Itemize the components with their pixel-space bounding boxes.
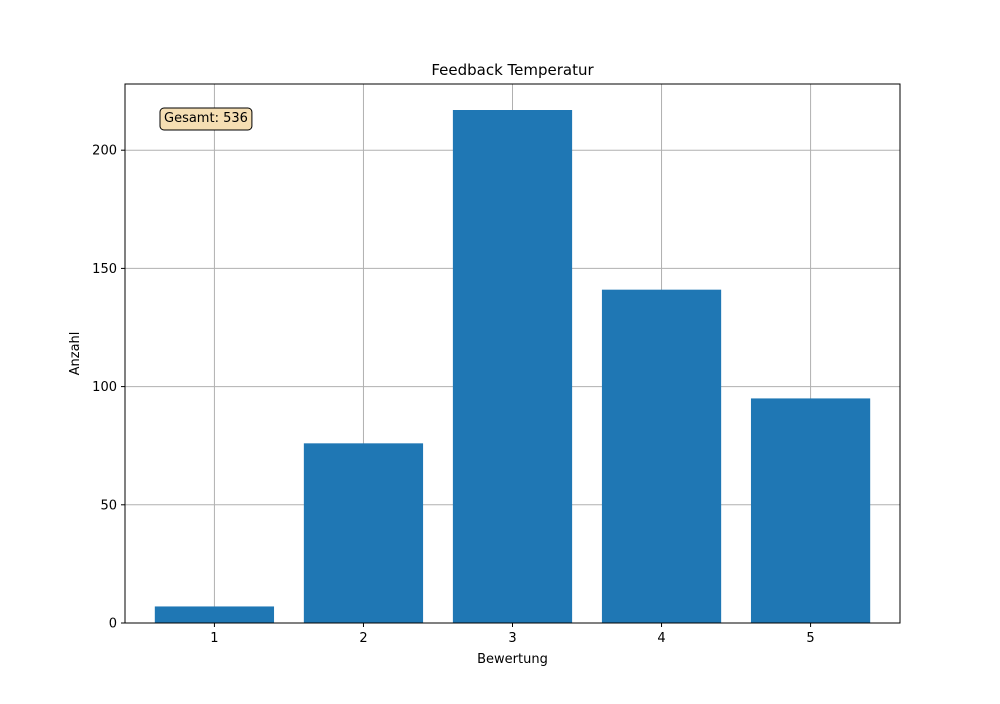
y-tick-label: 150 <box>92 262 117 277</box>
bar-5 <box>750 398 871 623</box>
x-tick-label: 2 <box>359 631 367 646</box>
x-axis-label: Bewertung <box>477 652 548 667</box>
y-axis-ticks: 0 50 100 150 200 <box>92 144 125 632</box>
y-tick-label: 200 <box>92 144 117 159</box>
annotation-text: Gesamt: 536 <box>164 111 248 126</box>
bar-2 <box>303 443 424 623</box>
bar-3 <box>452 110 573 623</box>
bar-4 <box>601 289 722 623</box>
y-tick-label: 0 <box>109 617 117 632</box>
bar-1 <box>154 606 275 623</box>
x-tick-label: 1 <box>210 631 218 646</box>
x-tick-label: 3 <box>508 631 516 646</box>
bars <box>154 110 871 623</box>
y-tick-label: 100 <box>92 380 117 395</box>
x-tick-label: 4 <box>657 631 665 646</box>
annotation-box <box>159 107 253 131</box>
total-annotation: Gesamt: 536 <box>159 107 253 131</box>
chart-title: Feedback Temperatur <box>431 61 594 79</box>
x-axis-ticks: 1 2 3 4 5 <box>210 623 815 646</box>
x-tick-label: 5 <box>806 631 814 646</box>
y-axis-label: Anzahl <box>68 332 83 376</box>
y-tick-label: 50 <box>100 498 117 513</box>
